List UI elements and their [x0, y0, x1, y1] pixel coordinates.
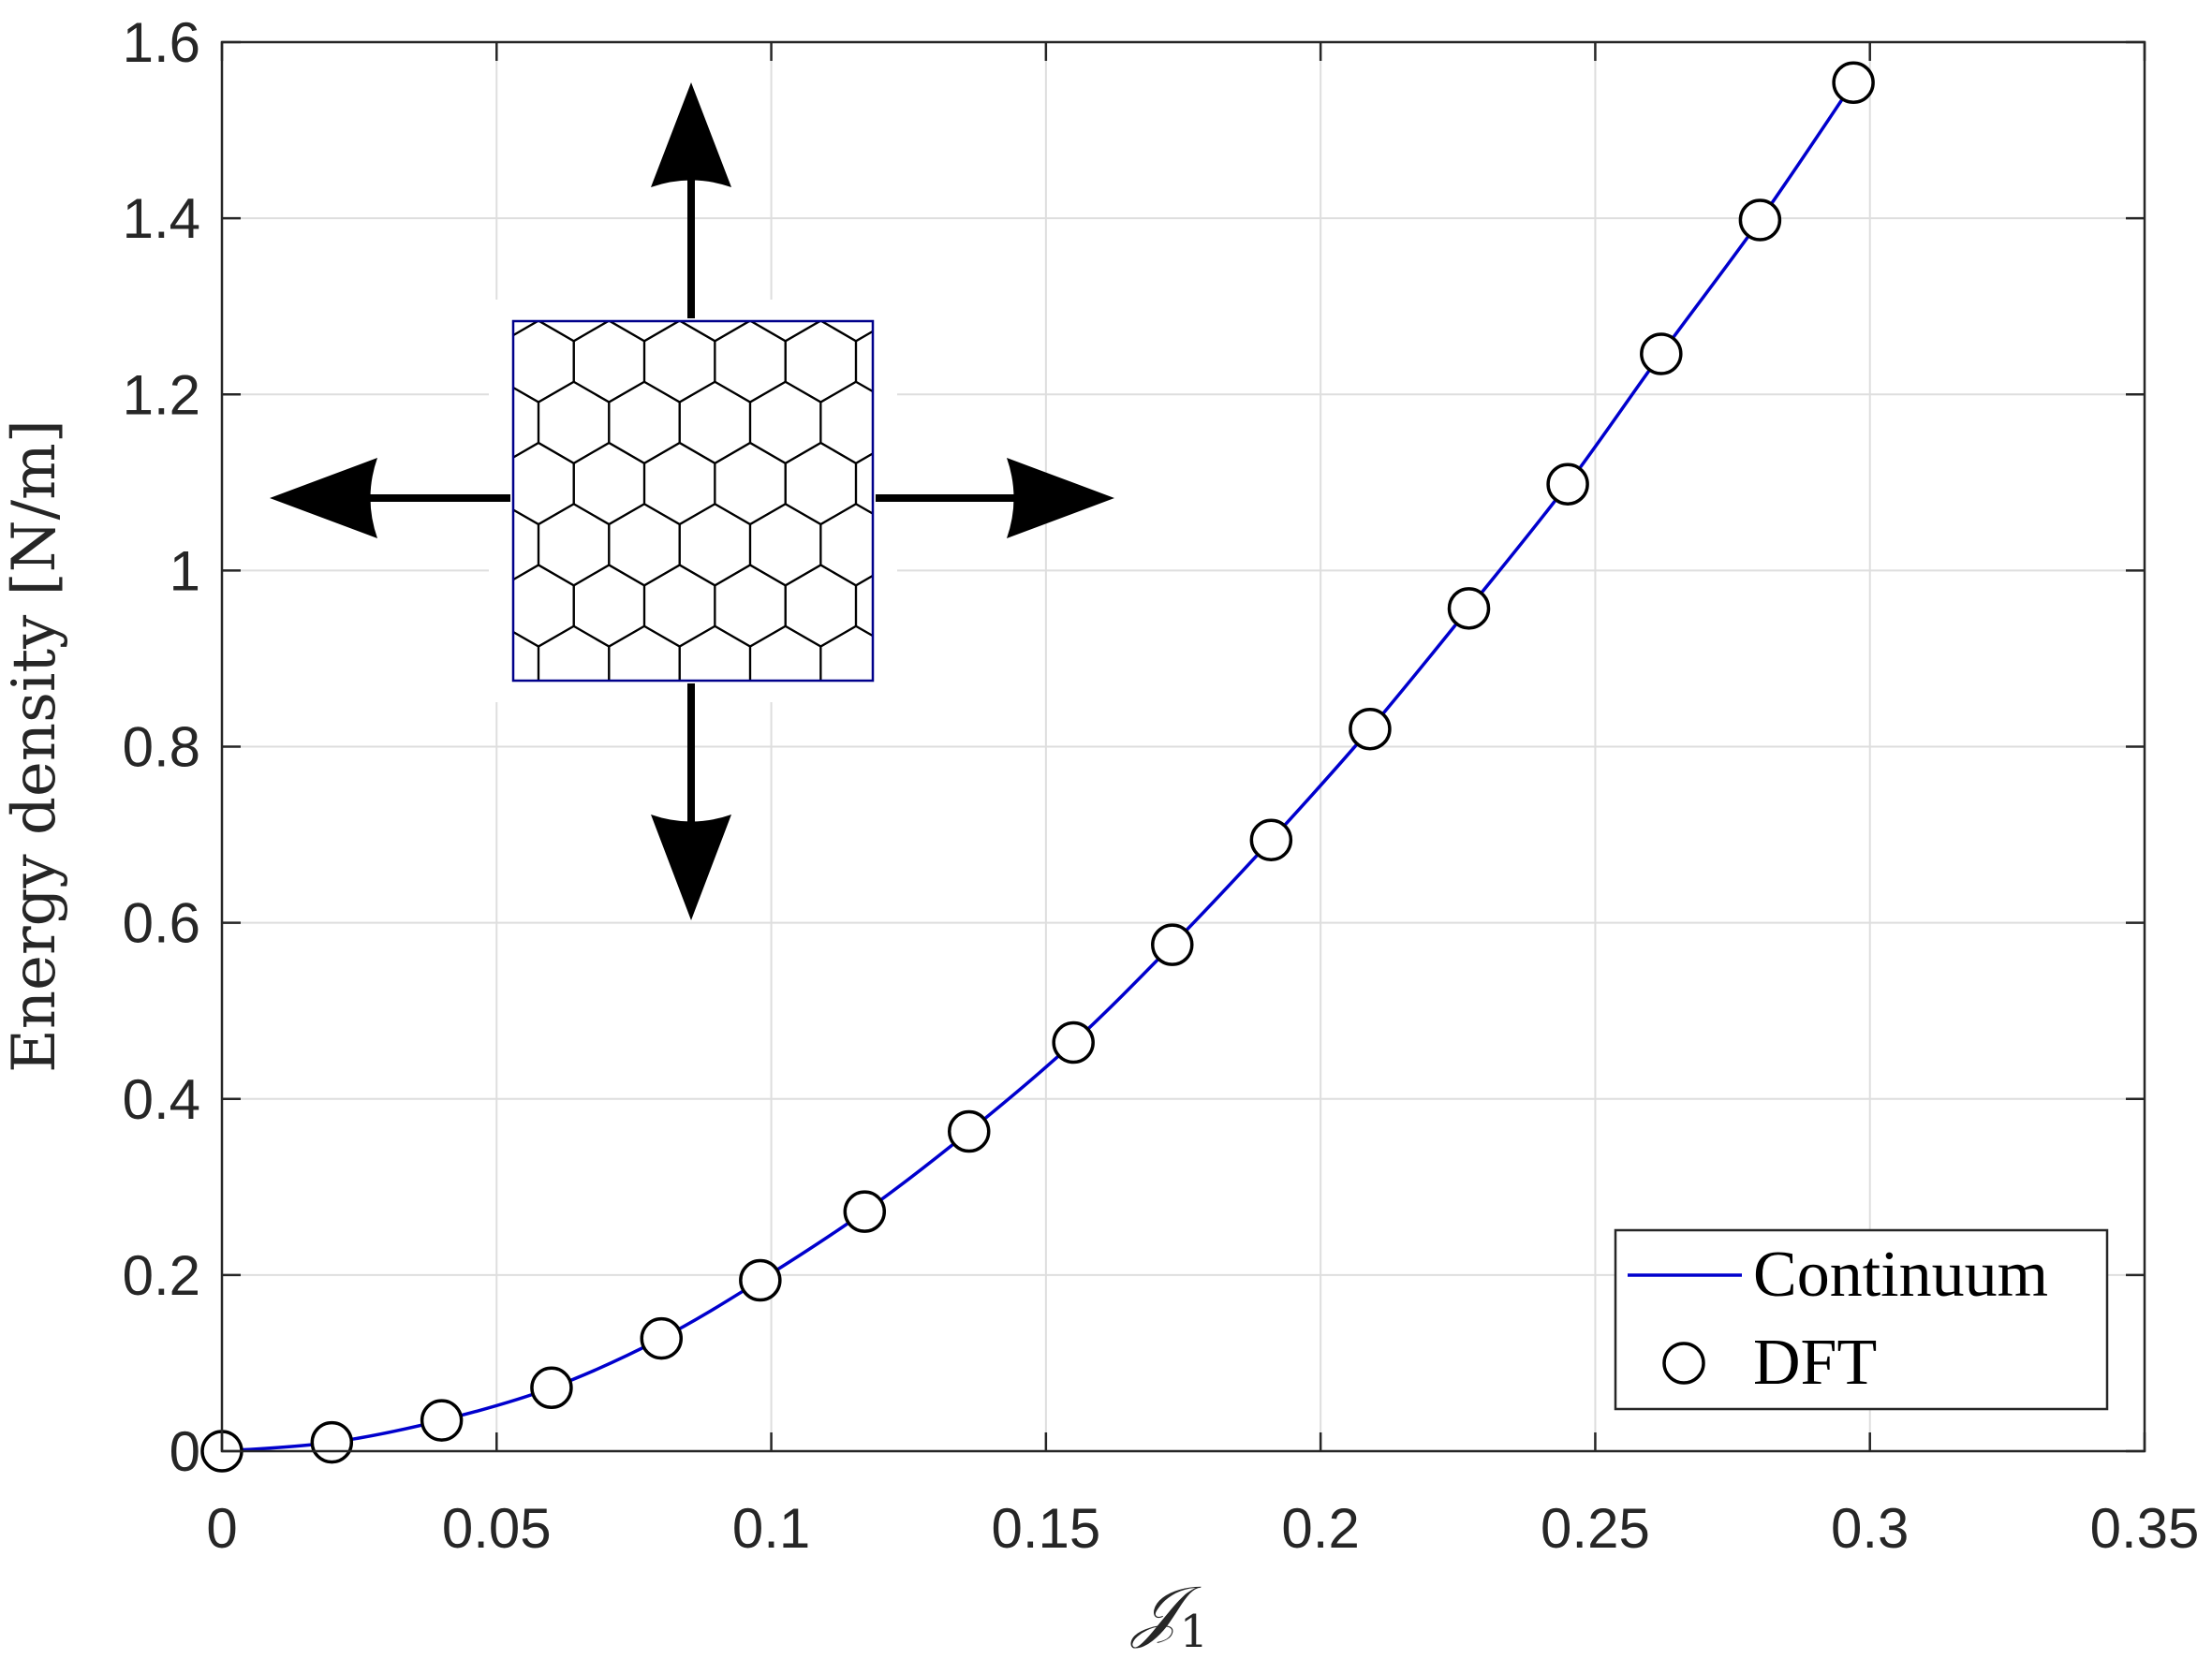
y-tick-label: 1 — [170, 539, 200, 602]
legend-continuum-label: Continuum — [1753, 1239, 2048, 1311]
arrow-down-icon — [651, 815, 731, 920]
legend: Continuum DFT — [1614, 1228, 2109, 1411]
x-tick-label: 0.15 — [991, 1497, 1100, 1560]
dft-point — [1832, 61, 1875, 105]
dft-point — [1447, 587, 1491, 630]
dft-point — [420, 1399, 464, 1442]
dft-point — [1052, 1020, 1095, 1064]
dft-point — [530, 1366, 573, 1410]
dft-point — [310, 1420, 354, 1464]
x-tick-label: 0.2 — [1281, 1497, 1359, 1560]
dft-point — [1151, 923, 1194, 966]
lattice-backdrop — [489, 300, 897, 702]
y-tick-label: 0.6 — [123, 892, 200, 955]
axis-tick-labels: 0 0.05 0.1 0.15 0.2 0.25 0.3 0.35 0 0.2 0.4 0.6 0.8 1… — [123, 11, 2200, 1560]
y-tick-label: 1.4 — [123, 187, 200, 250]
y-tick-label: 1.2 — [123, 363, 200, 426]
y-tick-label: 0.2 — [123, 1244, 200, 1307]
x-tick-label: 0 — [206, 1497, 237, 1560]
dft-point — [1640, 332, 1683, 375]
x-tick-label: 0.35 — [2090, 1497, 2200, 1560]
hexagon-cell — [819, 624, 873, 681]
legend-dft-marker — [1662, 1342, 1705, 1385]
arrow-right-icon — [1007, 458, 1114, 538]
dft-point — [1349, 707, 1392, 751]
x-tick-label: 0.1 — [732, 1497, 810, 1560]
x-tick-label: 0.25 — [1541, 1497, 1650, 1560]
legend-dft-label: DFT — [1753, 1327, 1877, 1399]
x-tick-label: 0.3 — [1831, 1497, 1909, 1560]
dft-point — [1249, 818, 1293, 861]
dft-point — [1546, 462, 1589, 506]
hexagon-cell — [854, 452, 873, 515]
series-layer — [200, 61, 1875, 1473]
y-tick-label: 0 — [170, 1420, 200, 1483]
x-tick-label: 0.05 — [442, 1497, 552, 1560]
hexagon-cell — [854, 574, 873, 638]
y-tick-label: 0.8 — [123, 716, 200, 779]
hexagon-cell — [854, 330, 873, 393]
dft-point — [739, 1258, 782, 1302]
dft-point — [1738, 198, 1782, 242]
dft-point — [640, 1316, 684, 1360]
dft-point — [843, 1190, 887, 1233]
honeycomb-lattice — [513, 321, 873, 681]
arrow-left-icon — [270, 458, 377, 538]
arrow-up-icon — [651, 82, 731, 187]
dft-point — [947, 1109, 991, 1153]
lattice-border — [511, 319, 875, 683]
y-tick-label: 1.6 — [123, 11, 200, 74]
y-tick-label: 0.4 — [123, 1068, 200, 1131]
axis-ticks — [220, 40, 2146, 1453]
y-axis-title: Energy density [N/m] — [0, 419, 69, 1073]
x-axis-title-subscript: 1 — [1180, 1606, 1209, 1658]
biaxial-stretch-honeycomb-lattice-icon — [270, 82, 1114, 920]
